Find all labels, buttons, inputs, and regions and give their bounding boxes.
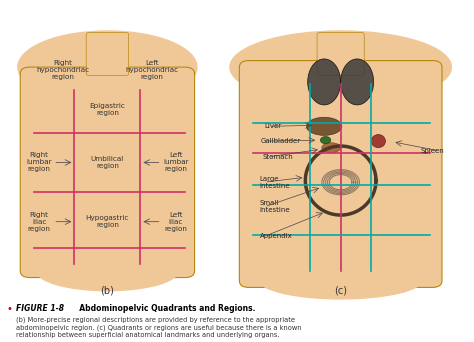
Text: Right
lumbar
region: Right lumbar region	[26, 153, 52, 172]
Text: Small
intestine: Small intestine	[260, 200, 290, 213]
Ellipse shape	[322, 143, 341, 153]
FancyBboxPatch shape	[317, 32, 364, 75]
Ellipse shape	[341, 59, 374, 105]
Text: Liver: Liver	[264, 123, 282, 129]
FancyBboxPatch shape	[239, 61, 442, 287]
Ellipse shape	[308, 59, 341, 105]
Ellipse shape	[36, 251, 178, 291]
Text: (b) More-precise regional descriptions are provided by reference to the appropri: (b) More-precise regional descriptions a…	[16, 317, 301, 338]
Text: Gallbladder: Gallbladder	[261, 138, 301, 144]
Ellipse shape	[18, 31, 197, 103]
FancyBboxPatch shape	[86, 32, 128, 75]
Text: Large
intestine: Large intestine	[260, 176, 290, 189]
Text: (c): (c)	[334, 286, 347, 296]
Text: FIGURE 1-8: FIGURE 1-8	[16, 304, 64, 313]
Text: Right
hypochondriac
region: Right hypochondriac region	[36, 61, 89, 80]
Text: Left
iliac
region: Left iliac region	[164, 212, 187, 232]
Text: Epigastric
region: Epigastric region	[90, 103, 125, 116]
Ellipse shape	[320, 136, 331, 144]
FancyBboxPatch shape	[20, 67, 195, 278]
Text: •: •	[6, 304, 12, 314]
Text: Appendix: Appendix	[260, 234, 292, 239]
Ellipse shape	[230, 31, 451, 103]
Ellipse shape	[371, 134, 385, 148]
Text: Spleen: Spleen	[420, 148, 444, 154]
Text: Hypogastric
region: Hypogastric region	[86, 215, 129, 228]
Text: Left
hypochondriac
region: Left hypochondriac region	[126, 61, 179, 80]
Ellipse shape	[307, 117, 342, 135]
Text: Left
lumbar
region: Left lumbar region	[163, 153, 189, 172]
Text: Umbilical
region: Umbilical region	[91, 156, 124, 169]
Ellipse shape	[258, 260, 423, 299]
Text: (b): (b)	[100, 286, 114, 296]
Text: Right
iliac
region: Right iliac region	[27, 212, 51, 232]
Text: Abdominopelvic Quadrants and Regions.: Abdominopelvic Quadrants and Regions.	[74, 304, 256, 313]
Text: Stomach: Stomach	[263, 154, 294, 160]
